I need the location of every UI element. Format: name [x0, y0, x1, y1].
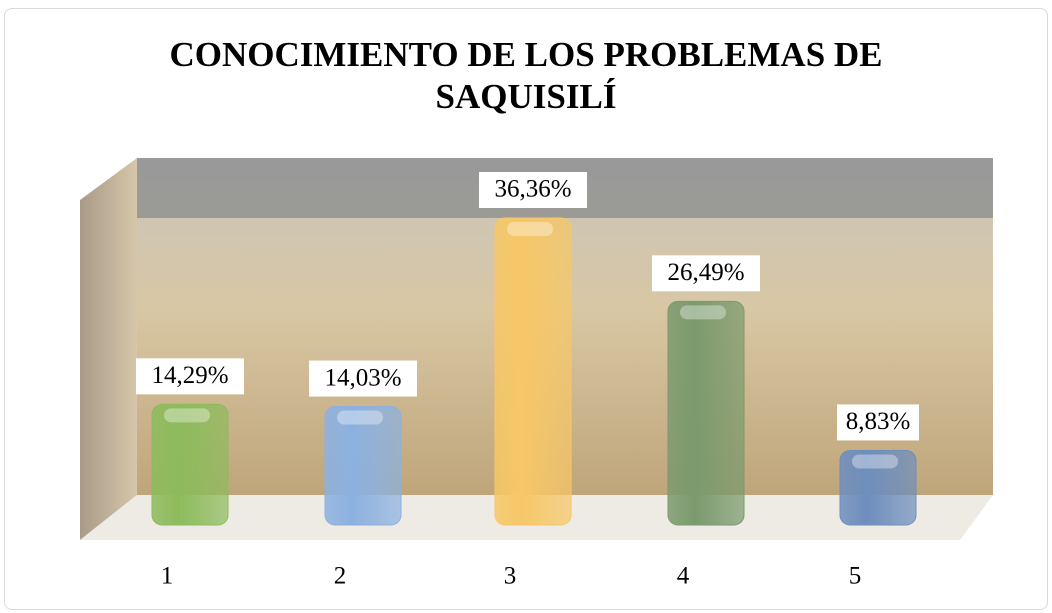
value-label: 8,83% — [846, 408, 911, 435]
side-wall — [80, 158, 137, 540]
bar-highlight — [337, 411, 383, 425]
x-tick-label: 3 — [504, 563, 517, 590]
x-tick-label: 5 — [849, 563, 862, 590]
bar-highlight — [680, 305, 726, 319]
page: 14,29% 1 14,03% 2 36,36% 3 26,49% 4 8,83% 5 CONOC… — [0, 0, 1052, 613]
bar-highlight — [507, 222, 553, 236]
bar — [495, 218, 571, 525]
x-tick-label: 4 — [677, 563, 690, 590]
value-label: 14,03% — [324, 364, 401, 391]
bar — [668, 301, 744, 525]
value-label: 14,29% — [151, 362, 228, 389]
value-label: 36,36% — [494, 176, 571, 203]
bar-highlight — [852, 454, 898, 468]
bar — [152, 404, 228, 525]
value-label: 26,49% — [667, 259, 744, 286]
bar-highlight — [164, 408, 210, 422]
chart-title: CONOCIMIENTO DE LOS PROBLEMAS DE SAQUISI… — [100, 34, 952, 118]
x-tick-label: 1 — [161, 563, 174, 590]
x-tick-label: 2 — [334, 563, 347, 590]
